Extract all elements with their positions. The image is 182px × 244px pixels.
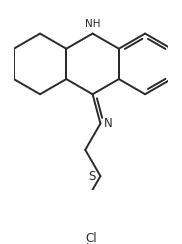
Text: S: S <box>89 170 96 183</box>
Text: NH: NH <box>85 19 100 29</box>
Text: HCl: HCl <box>70 243 90 244</box>
Text: Cl: Cl <box>86 233 97 244</box>
Text: N: N <box>104 117 113 130</box>
